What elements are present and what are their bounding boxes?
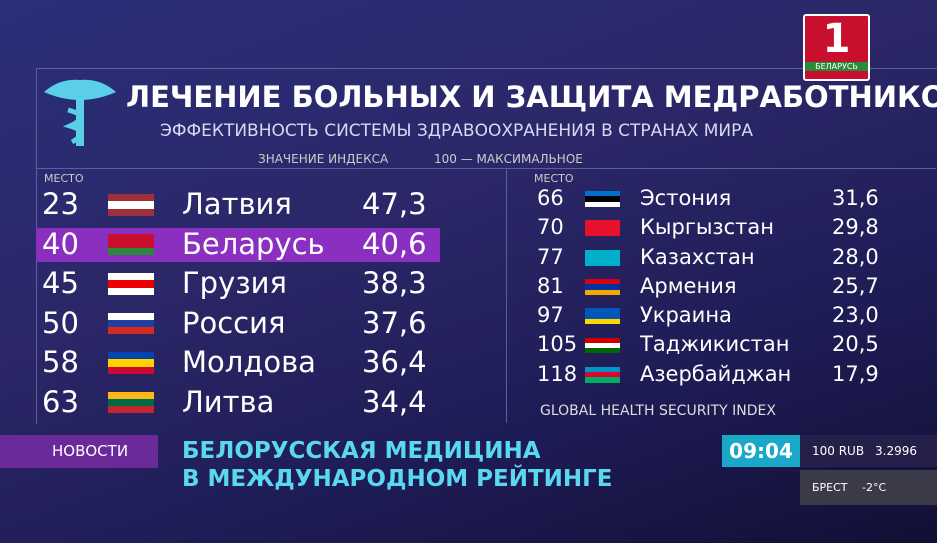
rank: 77	[537, 244, 564, 269]
country: Молдова	[182, 345, 316, 380]
country: Эстония	[640, 185, 732, 210]
rank: 66	[537, 185, 564, 210]
country: Грузия	[182, 266, 287, 301]
title: ЛЕЧЕНИЕ БОЛЬНЫХ И ЗАЩИТА МЕДРАБОТНИКОВ	[126, 80, 937, 114]
source: GLOBAL HEALTH SECURITY INDEX	[540, 403, 776, 419]
rank: 97	[537, 303, 564, 328]
logo-number: 1	[822, 16, 851, 62]
flag	[585, 191, 620, 207]
news-label: НОВОСТИ	[52, 442, 129, 460]
index-note: ЗНАЧЕНИЕ ИНДЕКСА	[258, 152, 389, 166]
country: Литва	[182, 384, 275, 419]
logo-country: БЕЛАРУСЬ	[805, 62, 868, 71]
rank: 63	[42, 384, 79, 419]
score: 28,0	[832, 244, 879, 269]
score: 36,4	[362, 345, 427, 380]
flag	[108, 273, 154, 295]
flag	[585, 366, 620, 383]
country: Кыргызстан	[640, 215, 774, 240]
score: 23,0	[832, 303, 879, 328]
rank: 118	[537, 361, 578, 386]
rank: 23	[42, 187, 79, 222]
rank: 45	[42, 266, 79, 301]
country: Азербайджан	[640, 361, 792, 386]
divider	[36, 168, 936, 169]
currency: 100 RUB	[812, 444, 865, 458]
rank: 58	[42, 345, 79, 380]
score: 17,9	[832, 361, 879, 386]
score: 40,6	[362, 226, 427, 261]
flag	[585, 278, 620, 295]
rank: 81	[537, 273, 564, 298]
score: 38,3	[362, 266, 427, 301]
rank-header: МЕСТО	[534, 172, 574, 185]
country: Армения	[640, 273, 737, 298]
medical-icon	[44, 79, 116, 146]
flag	[585, 337, 620, 354]
rank: 105	[537, 332, 578, 357]
flag	[108, 312, 154, 335]
country: Украина	[640, 303, 732, 328]
city: БРЕСТ	[812, 481, 848, 494]
country: Таджикистан	[640, 332, 790, 357]
headline: В МЕЖДУНАРОДНОМ РЕЙТИНГЕ	[182, 466, 613, 492]
rank: 50	[42, 305, 79, 340]
flag	[585, 308, 620, 325]
rank: 40	[42, 226, 79, 261]
rank-header: МЕСТО	[44, 172, 84, 185]
divider	[506, 168, 507, 423]
rate: 3.2996	[875, 444, 917, 458]
temperature: -2°C	[862, 481, 887, 494]
news-box	[0, 435, 158, 468]
max-note: 100 — МАКСИМАЛЬНОЕ	[434, 152, 583, 166]
flag	[585, 249, 620, 266]
subtitle: ЭФФЕКТИВНОСТЬ СИСТЕМЫ ЗДРАВООХРАНЕНИЯ В …	[160, 121, 754, 141]
country: Беларусь	[182, 226, 325, 261]
country: Россия	[182, 305, 286, 340]
score: 29,8	[832, 215, 879, 240]
time: 09:04	[722, 435, 800, 467]
score: 31,6	[832, 185, 879, 210]
score: 47,3	[362, 187, 427, 222]
flag	[108, 352, 154, 374]
currency-box	[800, 435, 937, 467]
score: 34,4	[362, 384, 427, 419]
score: 25,7	[832, 273, 879, 298]
country: Казахстан	[640, 244, 755, 269]
country: Латвия	[182, 187, 292, 222]
weather-box	[800, 470, 937, 505]
headline: БЕЛОРУССКАЯ МЕДИЦИНА	[182, 438, 541, 464]
score: 20,5	[832, 332, 879, 357]
flag	[108, 194, 154, 216]
flag	[108, 233, 154, 256]
logo: 1 БЕЛАРУСЬ	[803, 14, 870, 81]
rank: 70	[537, 215, 564, 240]
score: 37,6	[362, 305, 427, 340]
flag	[108, 391, 154, 414]
highlight	[36, 227, 440, 262]
flag	[585, 220, 620, 237]
